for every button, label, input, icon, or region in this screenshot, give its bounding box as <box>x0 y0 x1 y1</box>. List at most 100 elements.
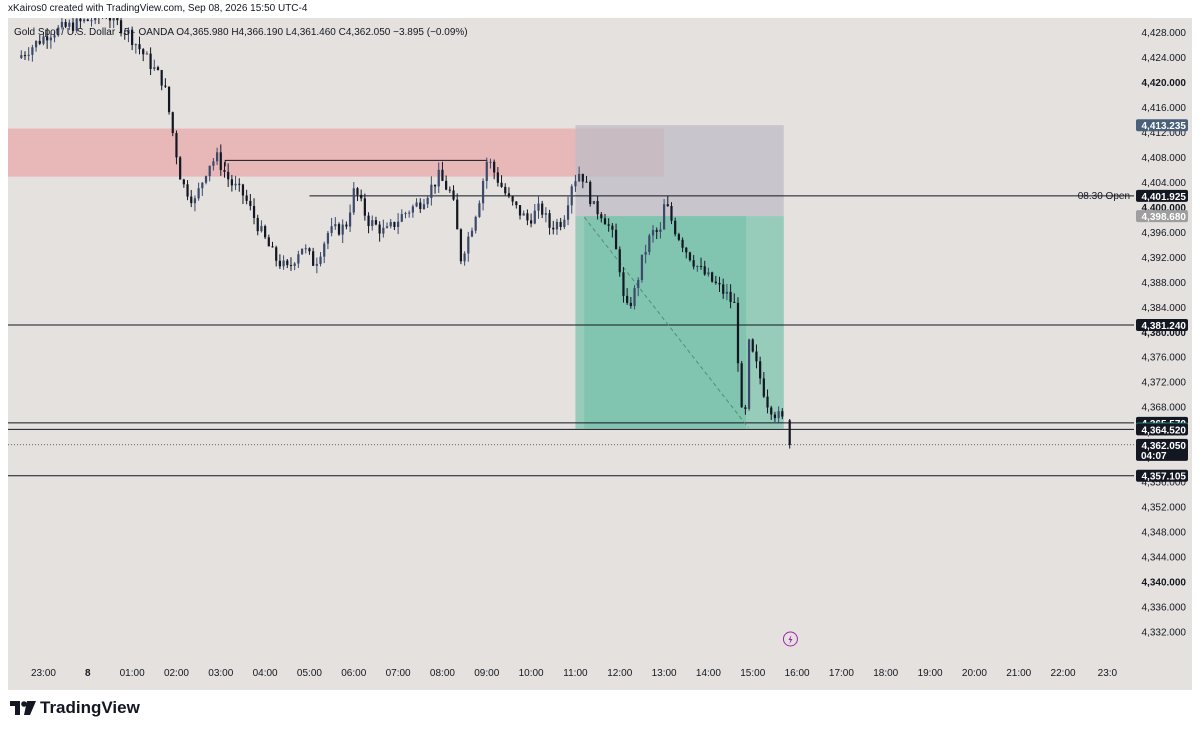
price-tick-label: 4,408.000 <box>1142 153 1187 164</box>
candle-body <box>400 214 403 222</box>
candle-body <box>278 260 282 267</box>
candle-body <box>271 246 274 248</box>
candle-body <box>744 407 747 409</box>
price-tag <box>1136 438 1188 461</box>
candle-body <box>448 189 451 191</box>
candle-body <box>215 152 219 162</box>
candle-body <box>204 176 208 183</box>
candle-body <box>345 224 348 227</box>
supply-zone <box>8 128 665 177</box>
tradingview-logo[interactable]: TradingView <box>10 698 140 718</box>
lightning-icon[interactable] <box>782 631 798 647</box>
candle-body <box>68 22 71 27</box>
candle-body <box>411 206 414 213</box>
candle-body <box>94 18 97 21</box>
level-note: 08.30 Open <box>1078 191 1130 202</box>
price-tick-label: 4,380.000 <box>1142 328 1187 339</box>
candle-body <box>711 272 714 282</box>
candle-body <box>607 224 610 226</box>
trade-trend-line <box>583 216 749 428</box>
candle-body <box>659 229 662 232</box>
candle-body <box>156 67 160 71</box>
candle-body <box>60 21 64 28</box>
candle-body <box>267 237 270 247</box>
price-tick-label: 4,332.000 <box>1142 628 1187 639</box>
candle-body <box>773 414 777 419</box>
time-tick-label: 16:00 <box>785 668 810 679</box>
price-tag <box>1136 423 1188 436</box>
time-tick-label: 08:00 <box>430 668 455 679</box>
candle-body <box>79 18 82 22</box>
candle-body <box>699 265 703 267</box>
candle-body <box>670 205 673 221</box>
candle-body <box>245 195 248 201</box>
candle-body <box>234 183 237 186</box>
candle-body <box>123 33 126 35</box>
candle-body <box>312 251 315 266</box>
candle-body <box>75 18 78 31</box>
candle-body <box>603 218 607 225</box>
candle-body <box>614 229 618 250</box>
time-tick-label: 07:00 <box>386 668 411 679</box>
candle-body <box>371 220 374 227</box>
candle-body <box>529 220 533 224</box>
candle-body <box>330 226 333 233</box>
candle-body <box>264 226 267 238</box>
lightning-icon-ring <box>782 631 798 647</box>
candle-body <box>23 55 27 57</box>
candle-body <box>781 411 784 417</box>
candle-body <box>323 243 326 257</box>
candle-body <box>504 186 507 194</box>
candle-body <box>86 19 89 21</box>
candle-body <box>49 37 52 41</box>
price-tick-label: 4,348.000 <box>1142 528 1187 539</box>
candle-body <box>378 224 381 234</box>
chart-svg[interactable]: 08.30 Open 4,428.000 4,424.000 4,420.000 4,4… <box>0 18 1200 690</box>
candle-body <box>422 204 426 209</box>
candle-body <box>142 49 145 55</box>
price-tick-label: 4,404.000 <box>1142 178 1187 189</box>
candle-body <box>337 224 341 235</box>
price-tag-label: 4,381.240 <box>1142 321 1187 332</box>
candle-body <box>382 227 385 234</box>
candle-body <box>38 40 41 44</box>
price-tick-label: 4,412.000 <box>1142 128 1187 139</box>
candle-body <box>356 188 359 195</box>
price-tick-label: 4,344.000 <box>1142 553 1187 564</box>
price-tick-label: 4,396.000 <box>1142 228 1187 239</box>
candle-body <box>286 260 289 266</box>
last-candle-body <box>788 420 791 445</box>
candle-body <box>770 407 773 415</box>
price-tick-label: 4,400.000 <box>1142 203 1187 214</box>
time-tick-label: 14:00 <box>696 668 721 679</box>
candle-body <box>182 179 185 185</box>
candle-body <box>260 226 263 232</box>
candle-body <box>112 18 115 21</box>
candle-body <box>622 272 625 296</box>
candle-body <box>308 248 311 252</box>
candle-body <box>777 411 780 419</box>
candle-body <box>692 260 695 267</box>
candle-body <box>592 201 596 205</box>
candle-body <box>703 266 706 275</box>
candle-body <box>566 205 570 220</box>
candle-body <box>131 29 134 45</box>
candle-body <box>289 265 293 267</box>
candle-body <box>319 256 322 264</box>
candle-body <box>282 260 285 267</box>
candle-body <box>733 301 736 303</box>
price-tick-label: 4,340.000 <box>1142 578 1187 589</box>
candle-body <box>404 213 407 215</box>
candle-body <box>42 36 45 44</box>
candle-body <box>474 216 477 231</box>
candle-body <box>537 203 540 211</box>
candle-body <box>644 252 647 255</box>
candle-body <box>445 180 448 190</box>
candle-body <box>544 213 547 215</box>
candle-body <box>518 205 522 216</box>
price-tick-label: 4,368.000 <box>1142 403 1187 414</box>
candle-body <box>389 222 392 227</box>
candle-body <box>581 173 584 182</box>
candle-body <box>478 203 481 217</box>
price-tag <box>1136 189 1188 202</box>
